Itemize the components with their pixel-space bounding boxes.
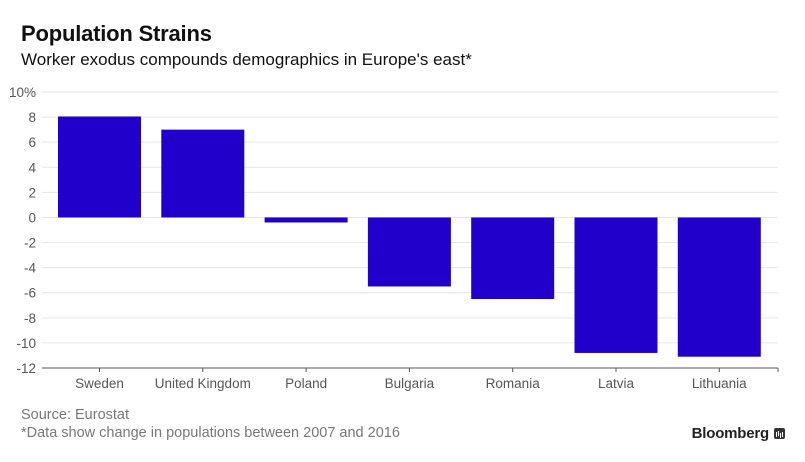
- y-tick-label: 6: [28, 135, 36, 150]
- chart-subtitle: Worker exodus compounds demographics in …: [21, 50, 472, 69]
- bar-united-kingdom: [161, 129, 245, 218]
- y-tick-label: -8: [24, 311, 36, 326]
- bar-sweden: [58, 116, 141, 218]
- x-tick-label: Sweden: [75, 376, 124, 391]
- bar-bulgaria: [367, 217, 451, 287]
- y-axis-ticks: 10% 8 6 4 2 0 -2 -4 -6 -8 -10 -12: [9, 85, 37, 376]
- footnote: *Data show change in populations between…: [21, 425, 400, 441]
- y-tick-label: -4: [24, 261, 36, 276]
- chart-title: Population Strains: [21, 21, 212, 46]
- x-tick-label: Poland: [285, 376, 327, 391]
- bar-romania: [471, 217, 555, 299]
- y-tick-label: -2: [24, 236, 36, 251]
- y-tick-label: 0: [28, 210, 36, 225]
- source-note: Source: Eurostat: [21, 407, 129, 423]
- bloomberg-logo: Bloomberg: [692, 425, 785, 442]
- y-tick-label: 10%: [9, 85, 36, 100]
- x-tick-label: Latvia: [598, 376, 635, 391]
- x-tick-label: United Kingdom: [155, 376, 251, 391]
- bar-chart: 10% 8 6 4 2 0 -2 -4 -6 -8 -10 -12 Sweden United King…: [9, 85, 779, 391]
- y-tick-label: 8: [28, 110, 36, 125]
- y-tick-label: -6: [24, 286, 36, 301]
- x-tick-label: Bulgaria: [385, 376, 435, 391]
- x-tick-label: Lithuania: [692, 376, 747, 391]
- bars: [58, 116, 761, 357]
- y-tick-label: 2: [28, 185, 36, 200]
- bar-poland: [264, 217, 348, 223]
- brand-name: Bloomberg: [691, 425, 770, 442]
- y-tick-label: 4: [28, 160, 36, 175]
- bloomberg-chart-icon: [774, 428, 785, 439]
- bar-latvia: [574, 217, 658, 353]
- x-axis: Sweden United Kingdom Poland Bulgaria Romani…: [42, 367, 779, 391]
- x-tick-label: Romania: [486, 376, 541, 391]
- y-tick-label: -12: [16, 361, 36, 376]
- y-tick-label: -10: [16, 336, 36, 351]
- bar-lithuania: [677, 217, 761, 357]
